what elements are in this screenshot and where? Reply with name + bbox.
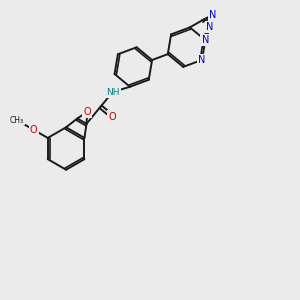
- Text: N: N: [206, 22, 214, 32]
- Text: O: O: [109, 112, 116, 122]
- Text: CH₃: CH₃: [10, 116, 24, 124]
- Text: N: N: [198, 55, 206, 65]
- Text: O: O: [83, 107, 91, 117]
- Text: N: N: [209, 10, 217, 20]
- Text: NH: NH: [106, 88, 119, 97]
- Text: O: O: [30, 125, 38, 135]
- Text: N: N: [202, 35, 209, 45]
